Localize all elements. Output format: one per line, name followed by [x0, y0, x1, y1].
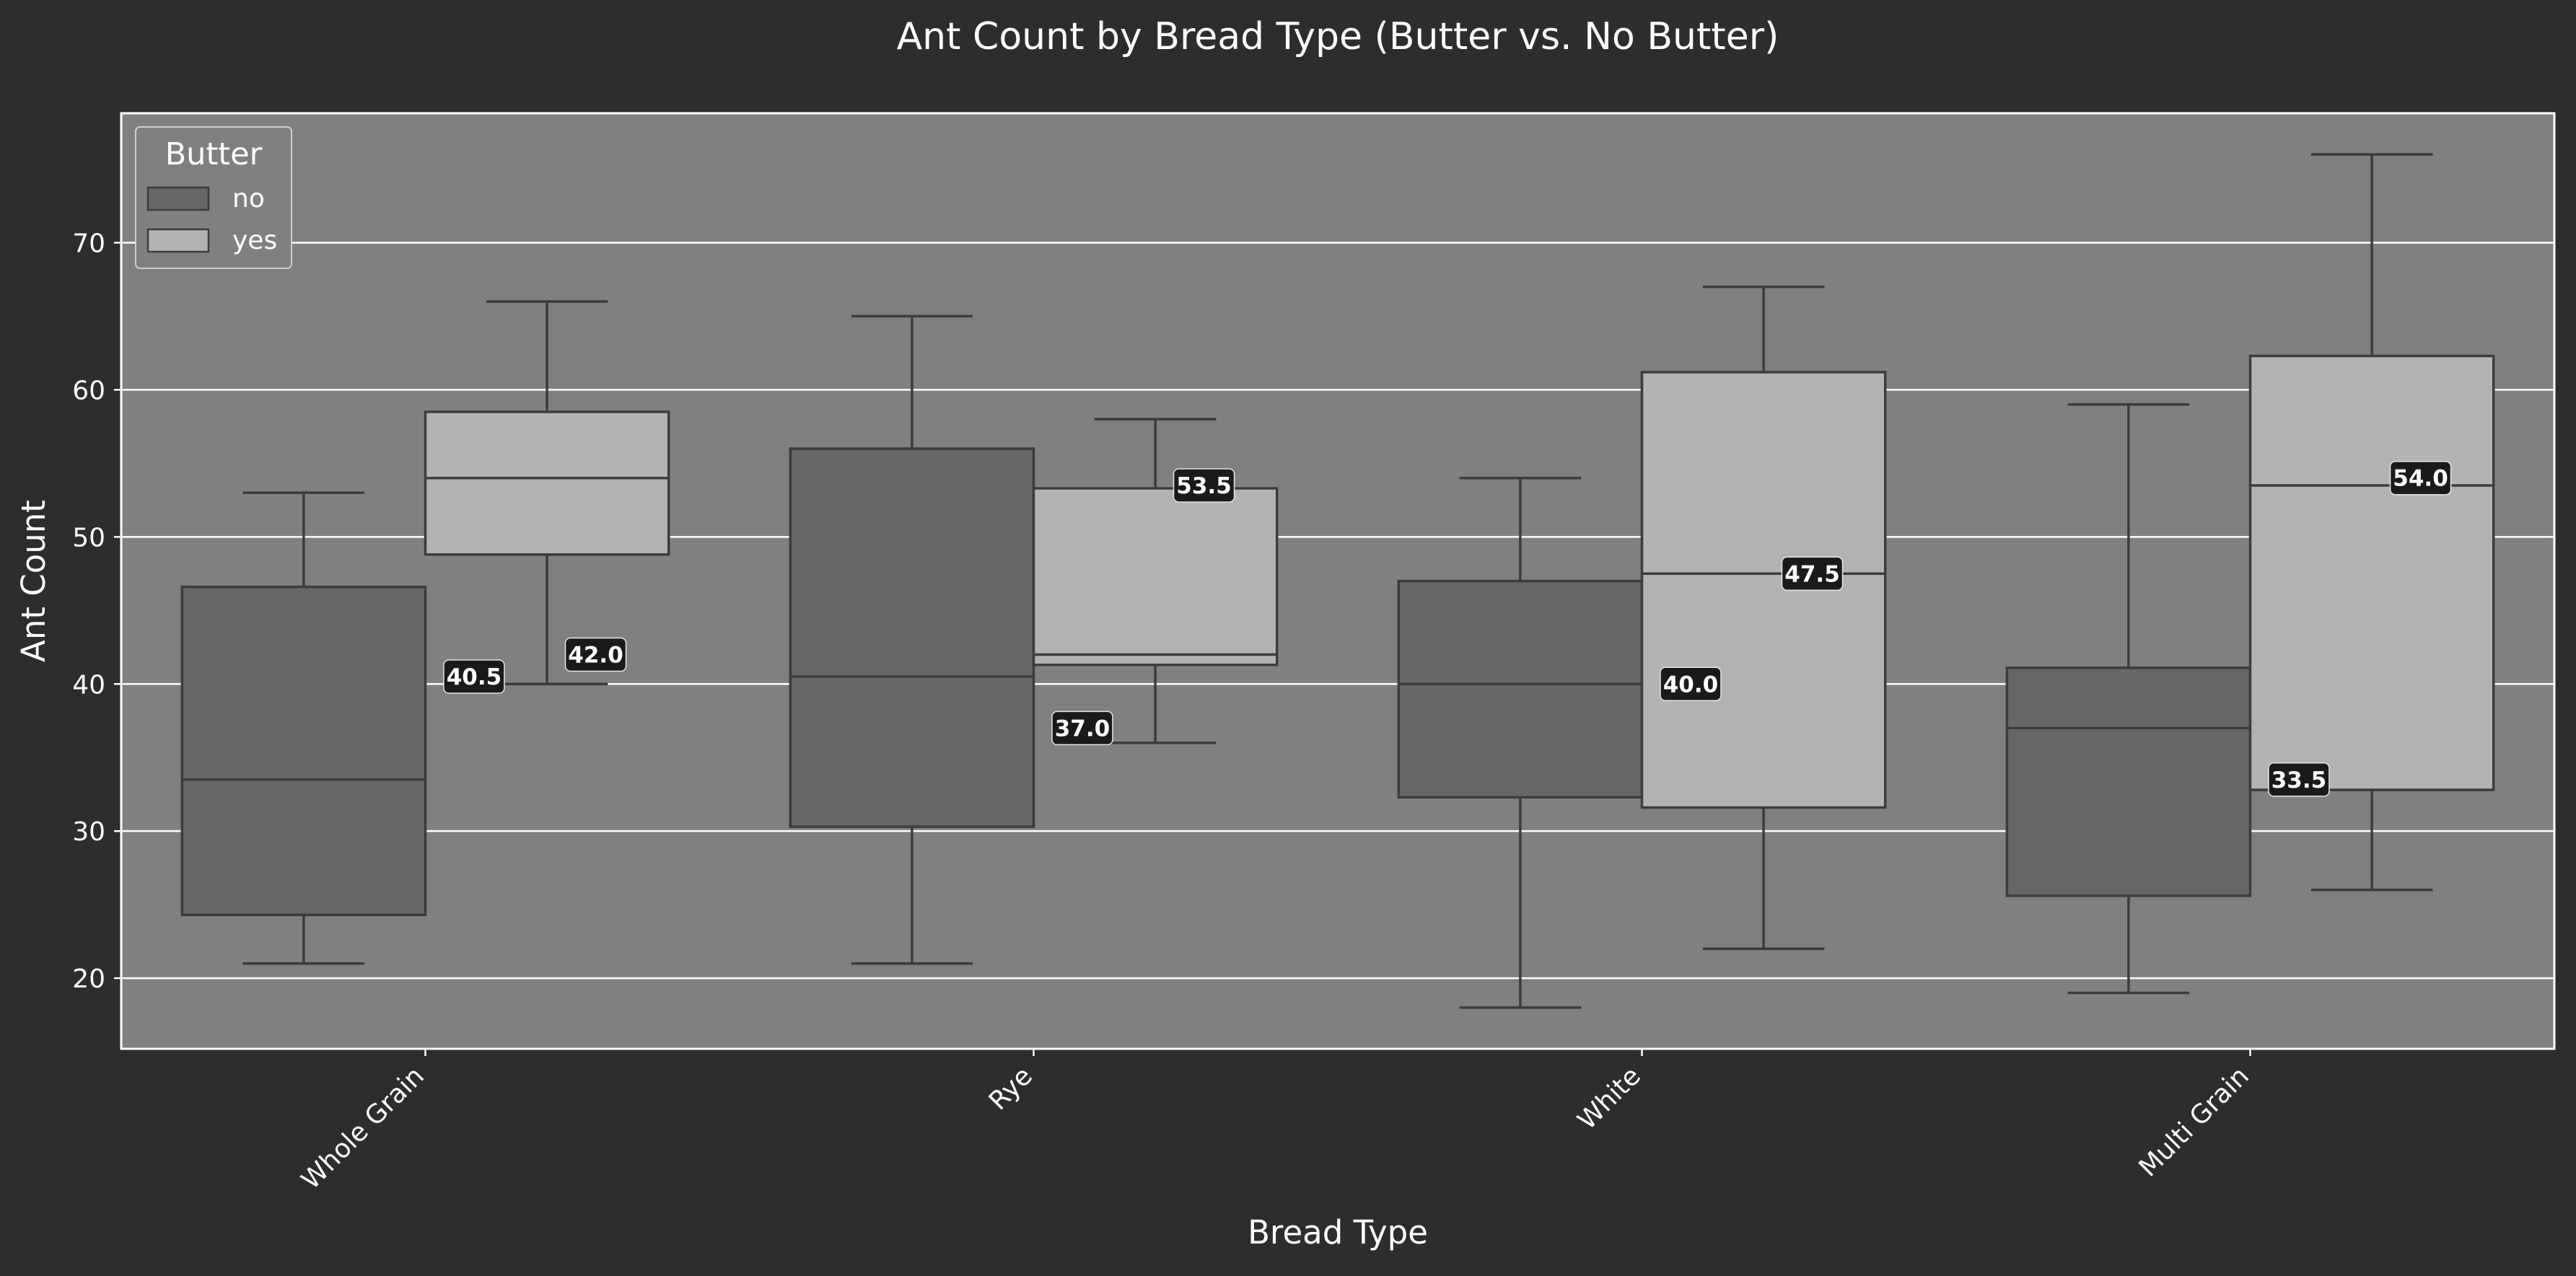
annotation-text: 33.5 — [2271, 767, 2327, 793]
box-body — [789, 447, 1035, 828]
legend: Butter no yes — [135, 126, 292, 269]
legend-swatch-yes — [146, 228, 210, 253]
median-annotations: 40.5 42.0 37.0 53.5 40.0 47.5 33.5 54.0 — [443, 460, 2452, 797]
box-body — [2005, 666, 2252, 897]
annotation-box — [1051, 710, 1113, 746]
y-tick-label: 30 — [72, 817, 105, 847]
box-groups — [180, 153, 2495, 1009]
annotation-text: 37.0 — [1055, 716, 1110, 742]
x-tick-label-rye: Rye — [983, 1061, 1038, 1116]
y-tick-label: 20 — [72, 964, 105, 994]
x-axis-ticks: Whole Grain Rye White Multi Grain — [296, 1049, 2255, 1195]
box-white-yes — [1640, 285, 1887, 951]
box-body — [2248, 354, 2495, 791]
y-axis-label: Ant Count — [14, 500, 53, 662]
annotation-text: 54.0 — [2393, 466, 2448, 492]
annotation-multi-grain-no: 33.5 — [2268, 762, 2330, 797]
annotation-text: 42.0 — [568, 642, 623, 668]
box-multi-grain-no — [2005, 403, 2252, 995]
y-tick-label: 50 — [72, 523, 105, 553]
annotation-white-yes: 47.5 — [1781, 556, 1844, 591]
annotation-box — [1781, 556, 1844, 591]
annotation-text: 53.5 — [1176, 473, 1232, 499]
box-body — [424, 410, 670, 556]
y-tick-label: 60 — [72, 376, 105, 405]
x-tick-label-multi-grain: Multi Grain — [2134, 1061, 2255, 1182]
legend-title: Butter — [165, 136, 263, 172]
annotation-rye-yes: 53.5 — [1173, 468, 1235, 503]
plot-area — [121, 113, 2554, 1049]
y-axis-ticks: 20 30 40 50 60 70 — [72, 229, 121, 994]
box-body — [180, 585, 427, 917]
box-white-no — [1397, 476, 1644, 1009]
annotation-box — [1660, 666, 1722, 702]
y-tick-label: 40 — [72, 670, 105, 700]
annotation-text: 47.5 — [1784, 561, 1840, 587]
annotation-white-no: 40.0 — [1660, 666, 1722, 702]
annotation-rye-no: 37.0 — [1051, 710, 1113, 746]
annotation-box — [2268, 762, 2330, 797]
box-rye-yes — [1032, 418, 1279, 744]
annotation-whole-grain-no: 40.5 — [443, 659, 505, 694]
legend-label-no: no — [232, 184, 265, 214]
plot-frame — [120, 112, 2556, 1050]
annotation-text: 40.0 — [1663, 672, 1719, 698]
box-multi-grain-yes — [2248, 153, 2495, 892]
annotation-multi-grain-yes: 54.0 — [2389, 460, 2452, 496]
annotation-text: 40.5 — [447, 664, 502, 690]
annotation-box — [1173, 468, 1235, 503]
legend-swatch-no — [146, 186, 210, 211]
box-whole-grain-no — [180, 491, 427, 965]
annotation-box — [564, 637, 627, 672]
annotation-box — [443, 659, 505, 694]
legend-items: no yes — [146, 184, 277, 255]
chart-title: Ant Count by Bread Type (Butter vs. No B… — [897, 15, 1779, 58]
annotation-box — [2389, 460, 2452, 496]
x-axis-label: Bread Type — [1248, 1213, 1428, 1251]
annotation-whole-grain-yes: 42.0 — [564, 637, 627, 672]
box-body — [1397, 579, 1644, 799]
box-body — [1032, 487, 1279, 666]
legend-label-yes: yes — [232, 226, 277, 255]
x-tick-label-whole-grain: Whole Grain — [296, 1061, 430, 1195]
x-tick-label-white: White — [1572, 1061, 1647, 1135]
y-tick-label: 70 — [72, 229, 105, 258]
box-body — [1640, 371, 1887, 809]
box-whole-grain-yes — [424, 300, 670, 686]
